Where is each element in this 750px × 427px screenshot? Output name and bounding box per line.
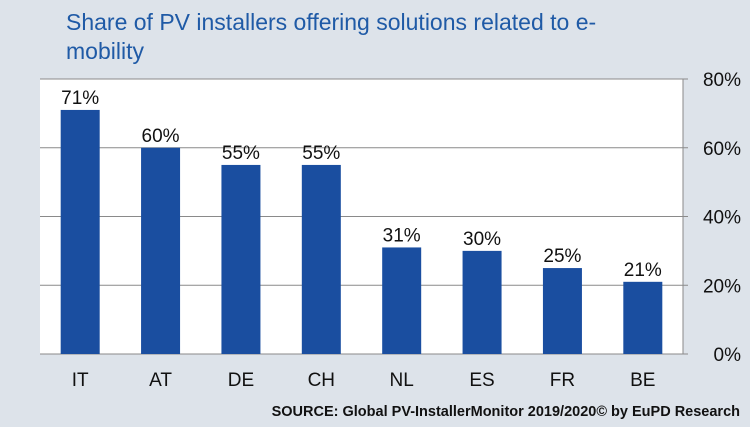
- bar: [60, 109, 100, 354]
- x-tick-label: NL: [390, 370, 414, 391]
- bar: [623, 281, 663, 354]
- x-tick-label: IT: [72, 370, 89, 391]
- source-note: SOURCE: Global PV-InstallerMonitor 2019/…: [271, 404, 740, 420]
- bar: [301, 164, 341, 354]
- data-label: 21%: [624, 260, 662, 281]
- bar: [221, 164, 261, 354]
- data-label: 71%: [61, 88, 99, 109]
- data-label: 60%: [142, 126, 180, 147]
- data-label: 31%: [383, 225, 421, 246]
- chart-title: Share of PV installers offering solution…: [66, 9, 597, 64]
- x-axis-tick-labels: IT AT DE CH NL ES FR BE: [72, 370, 656, 391]
- y-tick-label: 40%: [703, 208, 741, 229]
- y-axis-tick-labels: 0% 20% 40% 60% 80%: [703, 70, 741, 366]
- bar: [462, 250, 502, 354]
- data-labels: 71% 60% 55% 55% 31% 30% 25% 21%: [61, 88, 662, 281]
- data-label: 55%: [302, 143, 340, 164]
- bar: [542, 268, 582, 354]
- data-label: 55%: [222, 143, 260, 164]
- x-tick-label: ES: [469, 370, 494, 391]
- bar: [382, 247, 422, 354]
- bars: [60, 109, 663, 354]
- x-tick-label: CH: [308, 370, 335, 391]
- x-tick-label: FR: [550, 370, 575, 391]
- data-label: 25%: [543, 246, 581, 267]
- y-tick-label: 60%: [703, 139, 741, 160]
- y-tick-label: 20%: [703, 276, 741, 297]
- x-tick-label: BE: [630, 370, 655, 391]
- data-label: 30%: [463, 229, 501, 250]
- bar: [141, 147, 181, 354]
- x-tick-label: AT: [149, 370, 172, 391]
- y-tick-label: 80%: [703, 70, 741, 91]
- x-tick-label: DE: [228, 370, 254, 391]
- y-tick-label: 0%: [714, 345, 742, 366]
